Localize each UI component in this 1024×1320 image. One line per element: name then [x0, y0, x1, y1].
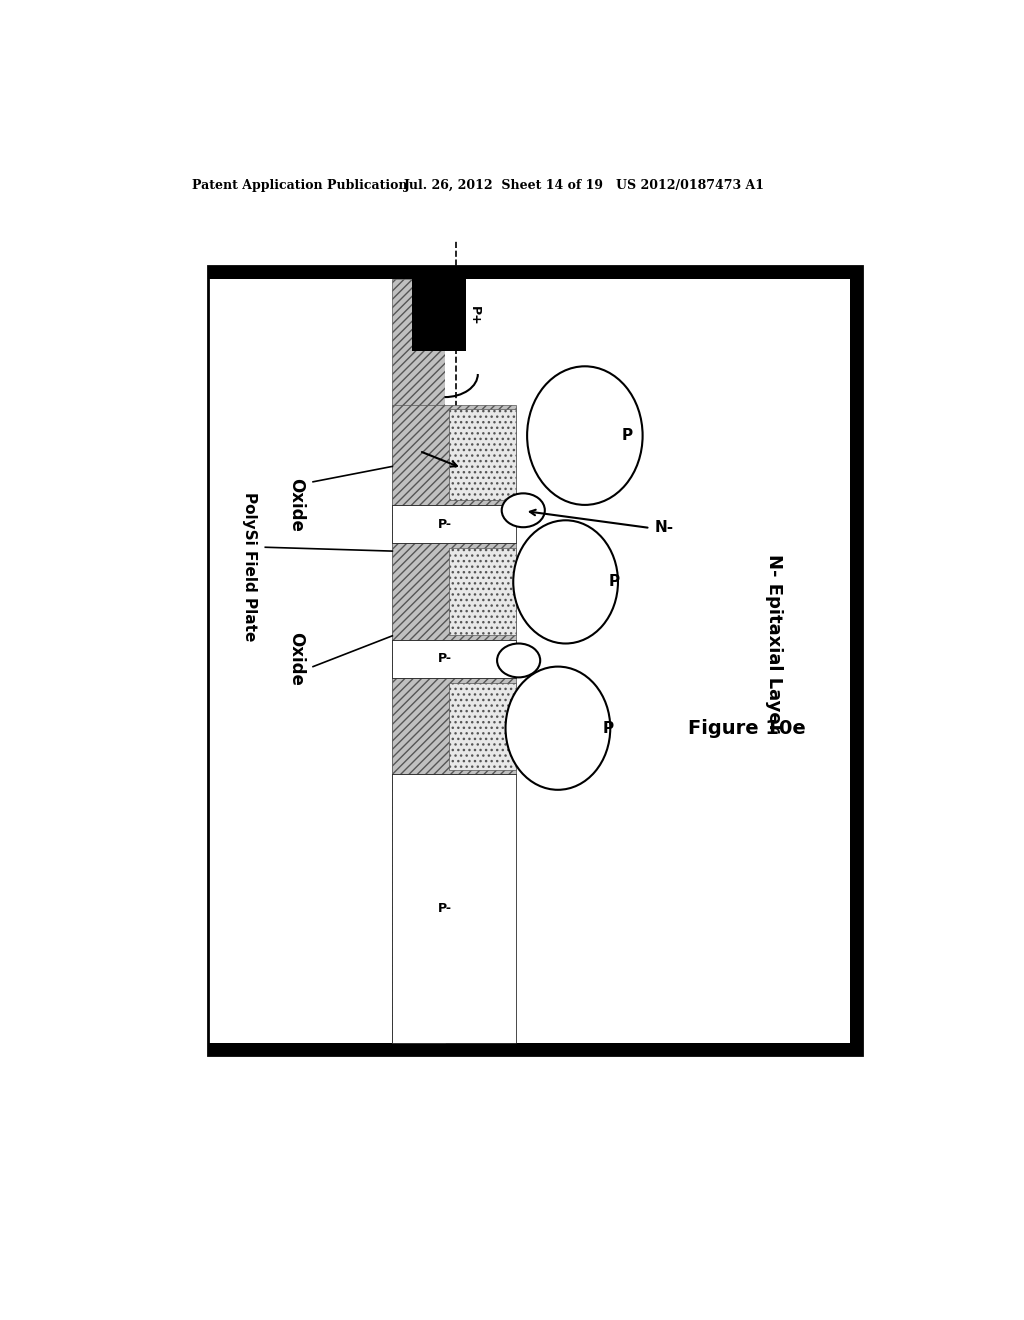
Bar [450, 409, 515, 500]
Text: Jul. 26, 2012  Sheet 14 of 19: Jul. 26, 2012 Sheet 14 of 19 [403, 178, 604, 191]
Ellipse shape [502, 494, 545, 527]
Bar [444, 279, 456, 1043]
Bar [208, 267, 862, 279]
Ellipse shape [497, 644, 541, 677]
Bar [208, 1043, 862, 1056]
Text: P: P [608, 574, 620, 590]
Bar [392, 640, 515, 678]
Text: P-: P- [437, 652, 452, 665]
Bar [412, 279, 466, 351]
Bar [392, 405, 515, 506]
Text: Oxide: Oxide [287, 632, 305, 686]
Bar [392, 279, 444, 1043]
Bar [392, 544, 515, 640]
Bar [850, 267, 862, 1056]
Text: P: P [602, 721, 613, 735]
Text: N-: N- [654, 520, 674, 536]
Text: P-: P- [437, 903, 452, 915]
Text: Figure 10e: Figure 10e [688, 718, 806, 738]
Bar [392, 506, 515, 544]
Text: P-: P- [437, 517, 452, 531]
Bar [208, 267, 862, 1056]
Ellipse shape [513, 520, 617, 644]
Ellipse shape [506, 667, 610, 789]
Bar [392, 775, 515, 1043]
Ellipse shape [527, 367, 643, 506]
Text: Oxide: Oxide [287, 478, 305, 532]
Text: US 2012/0187473 A1: US 2012/0187473 A1 [615, 178, 764, 191]
Text: PolySi Field Plate: PolySi Field Plate [243, 492, 257, 642]
Text: N- Epitaxial Layer: N- Epitaxial Layer [765, 554, 782, 733]
Bar [456, 279, 515, 1043]
Bar [392, 678, 515, 775]
Bar [450, 682, 515, 770]
Text: P+: P+ [468, 306, 481, 326]
Text: P: P [622, 428, 633, 444]
Text: Patent Application Publication: Patent Application Publication [193, 178, 408, 191]
Bar [450, 548, 515, 635]
